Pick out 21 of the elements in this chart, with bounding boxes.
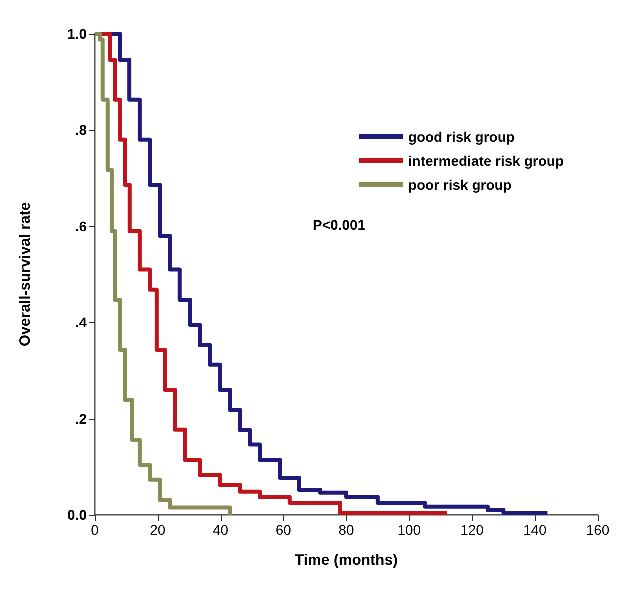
- x-axis-title: Time (months): [294, 552, 398, 569]
- x-tick-label: 140: [523, 522, 548, 538]
- y-tick-label: .4: [75, 314, 88, 331]
- x-tick-label: 0: [91, 522, 100, 538]
- y-tick-label: 1.0: [68, 26, 88, 42]
- x-tick-label: 60: [276, 522, 292, 538]
- x-tick-label: 20: [150, 522, 166, 538]
- x-tick-label: 100: [398, 522, 422, 538]
- x-tick-label: 80: [338, 522, 354, 538]
- legend-label: intermediate risk group: [408, 153, 564, 169]
- annotation: P<0.001: [313, 217, 366, 233]
- y-tick-label: .2: [75, 410, 88, 427]
- x-tick-label: 160: [586, 522, 610, 538]
- legend-label: poor risk group: [408, 177, 512, 193]
- y-tick-label: .6: [75, 218, 88, 234]
- legend-label: good risk group: [408, 129, 515, 145]
- y-axis-title: Overall-survival rate: [17, 202, 34, 347]
- y-tick-label: 0.0: [68, 507, 88, 523]
- x-tick-label: 40: [212, 522, 229, 538]
- y-tick-label: .8: [75, 122, 88, 138]
- x-tick-label: 120: [460, 522, 484, 538]
